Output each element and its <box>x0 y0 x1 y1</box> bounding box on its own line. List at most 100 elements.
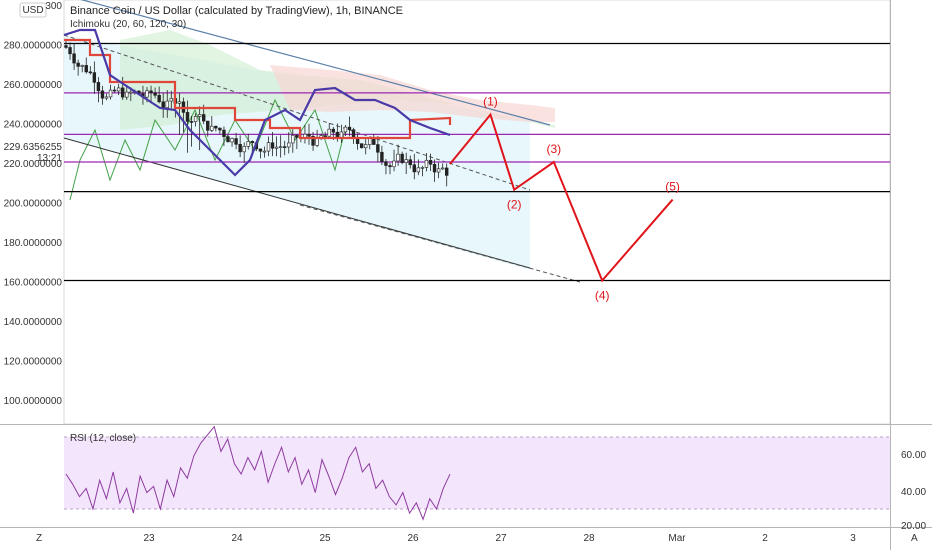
corner-left-label[interactable]: Z <box>36 533 42 544</box>
candle-body <box>108 89 113 98</box>
candle-body <box>428 159 433 165</box>
candle-body <box>157 95 161 103</box>
candle-body <box>363 144 368 149</box>
candle-body <box>282 146 287 148</box>
candle-body <box>84 65 88 73</box>
candle-body <box>420 167 425 169</box>
candle-body <box>177 101 182 104</box>
wave-labels: (1) (2) (3) (4) (5) <box>483 95 680 303</box>
wave-label: (4) <box>595 289 610 303</box>
candle-body <box>444 167 449 176</box>
candle-body <box>392 160 396 168</box>
candle-body <box>202 114 206 122</box>
candle-body <box>323 135 327 137</box>
candle-body <box>400 153 404 163</box>
corner-right-label[interactable]: A <box>911 533 918 544</box>
currency-badge[interactable] <box>19 2 47 18</box>
tenkan-sen-line <box>63 28 451 177</box>
price-tick-label: 220.0000000 <box>4 159 63 170</box>
candle-body <box>408 159 412 166</box>
candle-body <box>416 167 421 173</box>
candle-body <box>153 92 157 96</box>
candle-body <box>287 142 291 148</box>
time-tick-label: Mar <box>668 533 686 544</box>
candle-body <box>432 163 437 173</box>
wave-label: (5) <box>665 180 680 194</box>
price-candles <box>64 38 449 187</box>
time-axis: 23 24 25 26 27 28 Mar 2 3 <box>143 533 856 544</box>
candle-body <box>238 143 242 153</box>
candle-body <box>291 135 295 144</box>
candle-body <box>234 138 238 145</box>
channel-mid-line <box>63 34 531 191</box>
candle-body <box>380 151 384 163</box>
candle-body <box>226 136 230 143</box>
candle-body <box>436 168 441 173</box>
wave-label: (2) <box>507 198 522 212</box>
candle-body <box>266 142 271 152</box>
candle-body <box>116 87 121 92</box>
candle-body <box>64 45 68 48</box>
candle-body <box>193 116 198 122</box>
price-tick-label: 240.0000000 <box>4 120 63 131</box>
wave-label: (3) <box>546 142 561 156</box>
candle-body <box>165 100 169 108</box>
candle-body <box>424 159 429 168</box>
candle-body <box>104 96 109 99</box>
price-tick-label: 300 <box>45 1 62 12</box>
candle-body <box>388 165 392 168</box>
candle-body <box>295 135 299 138</box>
indicator-label: Ichimoku (20, 60, 120, 30) <box>70 19 186 30</box>
candle-body <box>76 62 80 67</box>
candle-body <box>242 146 246 153</box>
candle-body <box>112 89 117 92</box>
candle-body <box>210 125 214 131</box>
candle-body <box>376 144 380 153</box>
time-tick-label: 26 <box>407 533 419 544</box>
candle-body <box>343 126 348 133</box>
channel-lower-extension <box>299 204 581 283</box>
candle-body <box>347 126 352 130</box>
candle-body <box>396 153 400 162</box>
channel-upper-line <box>80 0 551 126</box>
rsi-label: RSI (12, close) <box>70 433 136 444</box>
rsi-tick-20: 20.00 <box>901 521 926 532</box>
time-tick-label: 28 <box>583 533 595 544</box>
rsi-line <box>65 425 451 521</box>
candle-body <box>412 164 416 173</box>
candle-body <box>258 148 263 152</box>
time-tick-label: 27 <box>495 533 507 544</box>
candle-body <box>129 91 133 94</box>
price-tick-label: 200.0000000 <box>4 199 63 210</box>
chart-title: Binance Coin / US Dollar (calculated by … <box>70 5 403 17</box>
candle-body <box>384 161 388 166</box>
candle-body <box>351 129 356 139</box>
candle-body <box>149 90 153 93</box>
candle-body <box>270 142 275 149</box>
candle-body <box>230 138 234 143</box>
candle-body <box>68 47 72 55</box>
candle-body <box>368 138 372 145</box>
candle-body <box>88 71 93 74</box>
rsi-tick-60: 60.00 <box>901 450 926 461</box>
candle-body <box>145 90 149 98</box>
candle-body <box>206 120 210 131</box>
horizontal-levels <box>64 42 890 282</box>
candle-body <box>262 150 267 153</box>
candle-body <box>311 135 315 146</box>
candle-body <box>278 146 283 148</box>
candle-body <box>331 128 335 133</box>
rsi-band <box>64 437 890 509</box>
price-axis: 300 280.0000000 260.0000000 240.0000000 220.… <box>4 1 63 407</box>
time-tick-label: 25 <box>319 533 331 544</box>
candle-body <box>121 87 125 98</box>
candle-body <box>197 114 202 117</box>
price-tick-label: 260.0000000 <box>4 80 63 91</box>
price-tick-label: 160.0000000 <box>4 278 63 289</box>
time-tick-label: 3 <box>850 533 856 544</box>
candle-body <box>92 72 97 83</box>
countdown-label: 13:21 <box>37 153 62 164</box>
price-tick-label: 140.0000000 <box>4 317 63 328</box>
candle-body <box>100 90 105 99</box>
